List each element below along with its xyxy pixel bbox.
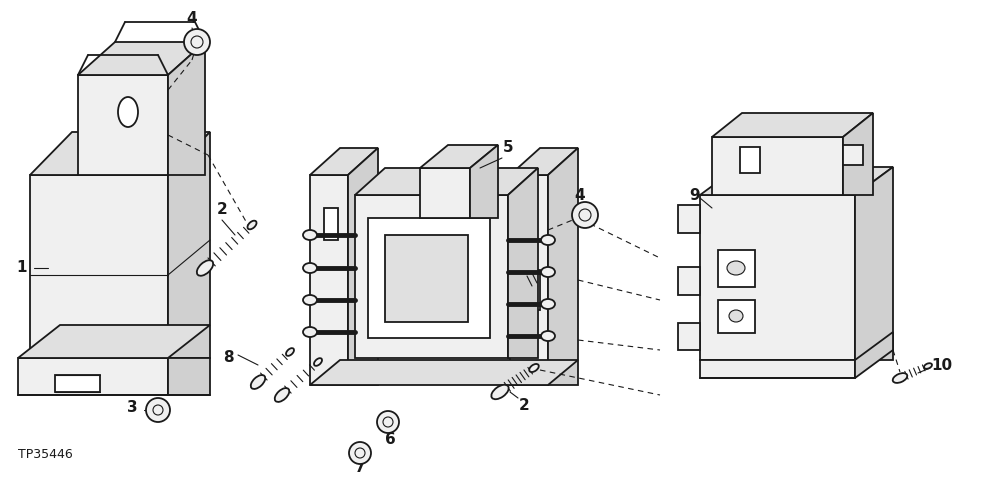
Text: TP35446: TP35446 (18, 449, 73, 462)
Text: 4: 4 (574, 188, 585, 203)
Polygon shape (510, 175, 548, 385)
Polygon shape (712, 137, 843, 195)
Polygon shape (18, 325, 210, 358)
Polygon shape (30, 175, 168, 358)
Ellipse shape (286, 348, 294, 356)
Polygon shape (348, 148, 378, 385)
Text: 10: 10 (931, 357, 952, 372)
Polygon shape (30, 132, 210, 175)
Text: 4: 4 (186, 10, 197, 25)
Ellipse shape (541, 331, 555, 341)
Polygon shape (678, 267, 700, 295)
Polygon shape (310, 360, 578, 385)
Ellipse shape (541, 267, 555, 277)
Polygon shape (678, 205, 700, 233)
Polygon shape (855, 167, 893, 360)
Polygon shape (18, 358, 168, 395)
Polygon shape (524, 270, 540, 310)
Ellipse shape (924, 363, 932, 369)
Circle shape (377, 411, 399, 433)
Polygon shape (740, 147, 760, 173)
Text: 9: 9 (690, 188, 700, 203)
Polygon shape (310, 175, 348, 385)
Text: 7: 7 (355, 461, 365, 476)
Text: 8: 8 (222, 350, 233, 365)
Text: 5: 5 (502, 141, 513, 156)
Polygon shape (78, 75, 168, 175)
Ellipse shape (247, 221, 256, 230)
Circle shape (349, 442, 371, 464)
Polygon shape (843, 145, 863, 165)
Ellipse shape (196, 260, 213, 276)
Polygon shape (855, 332, 893, 378)
Polygon shape (355, 195, 508, 358)
Polygon shape (700, 195, 855, 360)
Polygon shape (368, 218, 490, 338)
Ellipse shape (251, 375, 265, 389)
Ellipse shape (541, 235, 555, 245)
Polygon shape (700, 167, 893, 195)
Ellipse shape (303, 263, 317, 273)
Ellipse shape (275, 388, 289, 402)
Polygon shape (310, 148, 378, 175)
Polygon shape (700, 360, 855, 378)
Ellipse shape (492, 385, 508, 399)
Polygon shape (510, 148, 578, 175)
Polygon shape (324, 208, 338, 240)
Polygon shape (355, 168, 538, 195)
Polygon shape (718, 250, 755, 287)
Ellipse shape (892, 373, 907, 383)
Polygon shape (168, 42, 205, 175)
Text: 2: 2 (518, 398, 529, 413)
Polygon shape (843, 113, 873, 195)
Polygon shape (78, 42, 205, 75)
Polygon shape (470, 145, 498, 218)
Polygon shape (385, 235, 468, 322)
Polygon shape (548, 148, 578, 385)
Ellipse shape (541, 299, 555, 309)
Ellipse shape (303, 327, 317, 337)
Text: 3: 3 (127, 401, 138, 416)
Text: 2: 2 (216, 203, 227, 218)
Polygon shape (508, 168, 538, 358)
Circle shape (146, 398, 170, 422)
Polygon shape (678, 323, 700, 350)
Polygon shape (55, 375, 100, 392)
Polygon shape (712, 113, 873, 137)
Text: 1: 1 (17, 260, 27, 275)
Polygon shape (718, 300, 755, 333)
Ellipse shape (529, 364, 538, 372)
Ellipse shape (727, 261, 745, 275)
Ellipse shape (303, 230, 317, 240)
Polygon shape (168, 358, 210, 395)
Circle shape (572, 202, 598, 228)
Polygon shape (420, 168, 470, 218)
Circle shape (184, 29, 210, 55)
Ellipse shape (303, 295, 317, 305)
Polygon shape (168, 132, 210, 358)
Ellipse shape (729, 310, 743, 322)
Ellipse shape (314, 358, 322, 366)
Text: 6: 6 (385, 433, 396, 448)
Polygon shape (420, 145, 498, 168)
Ellipse shape (118, 97, 138, 127)
